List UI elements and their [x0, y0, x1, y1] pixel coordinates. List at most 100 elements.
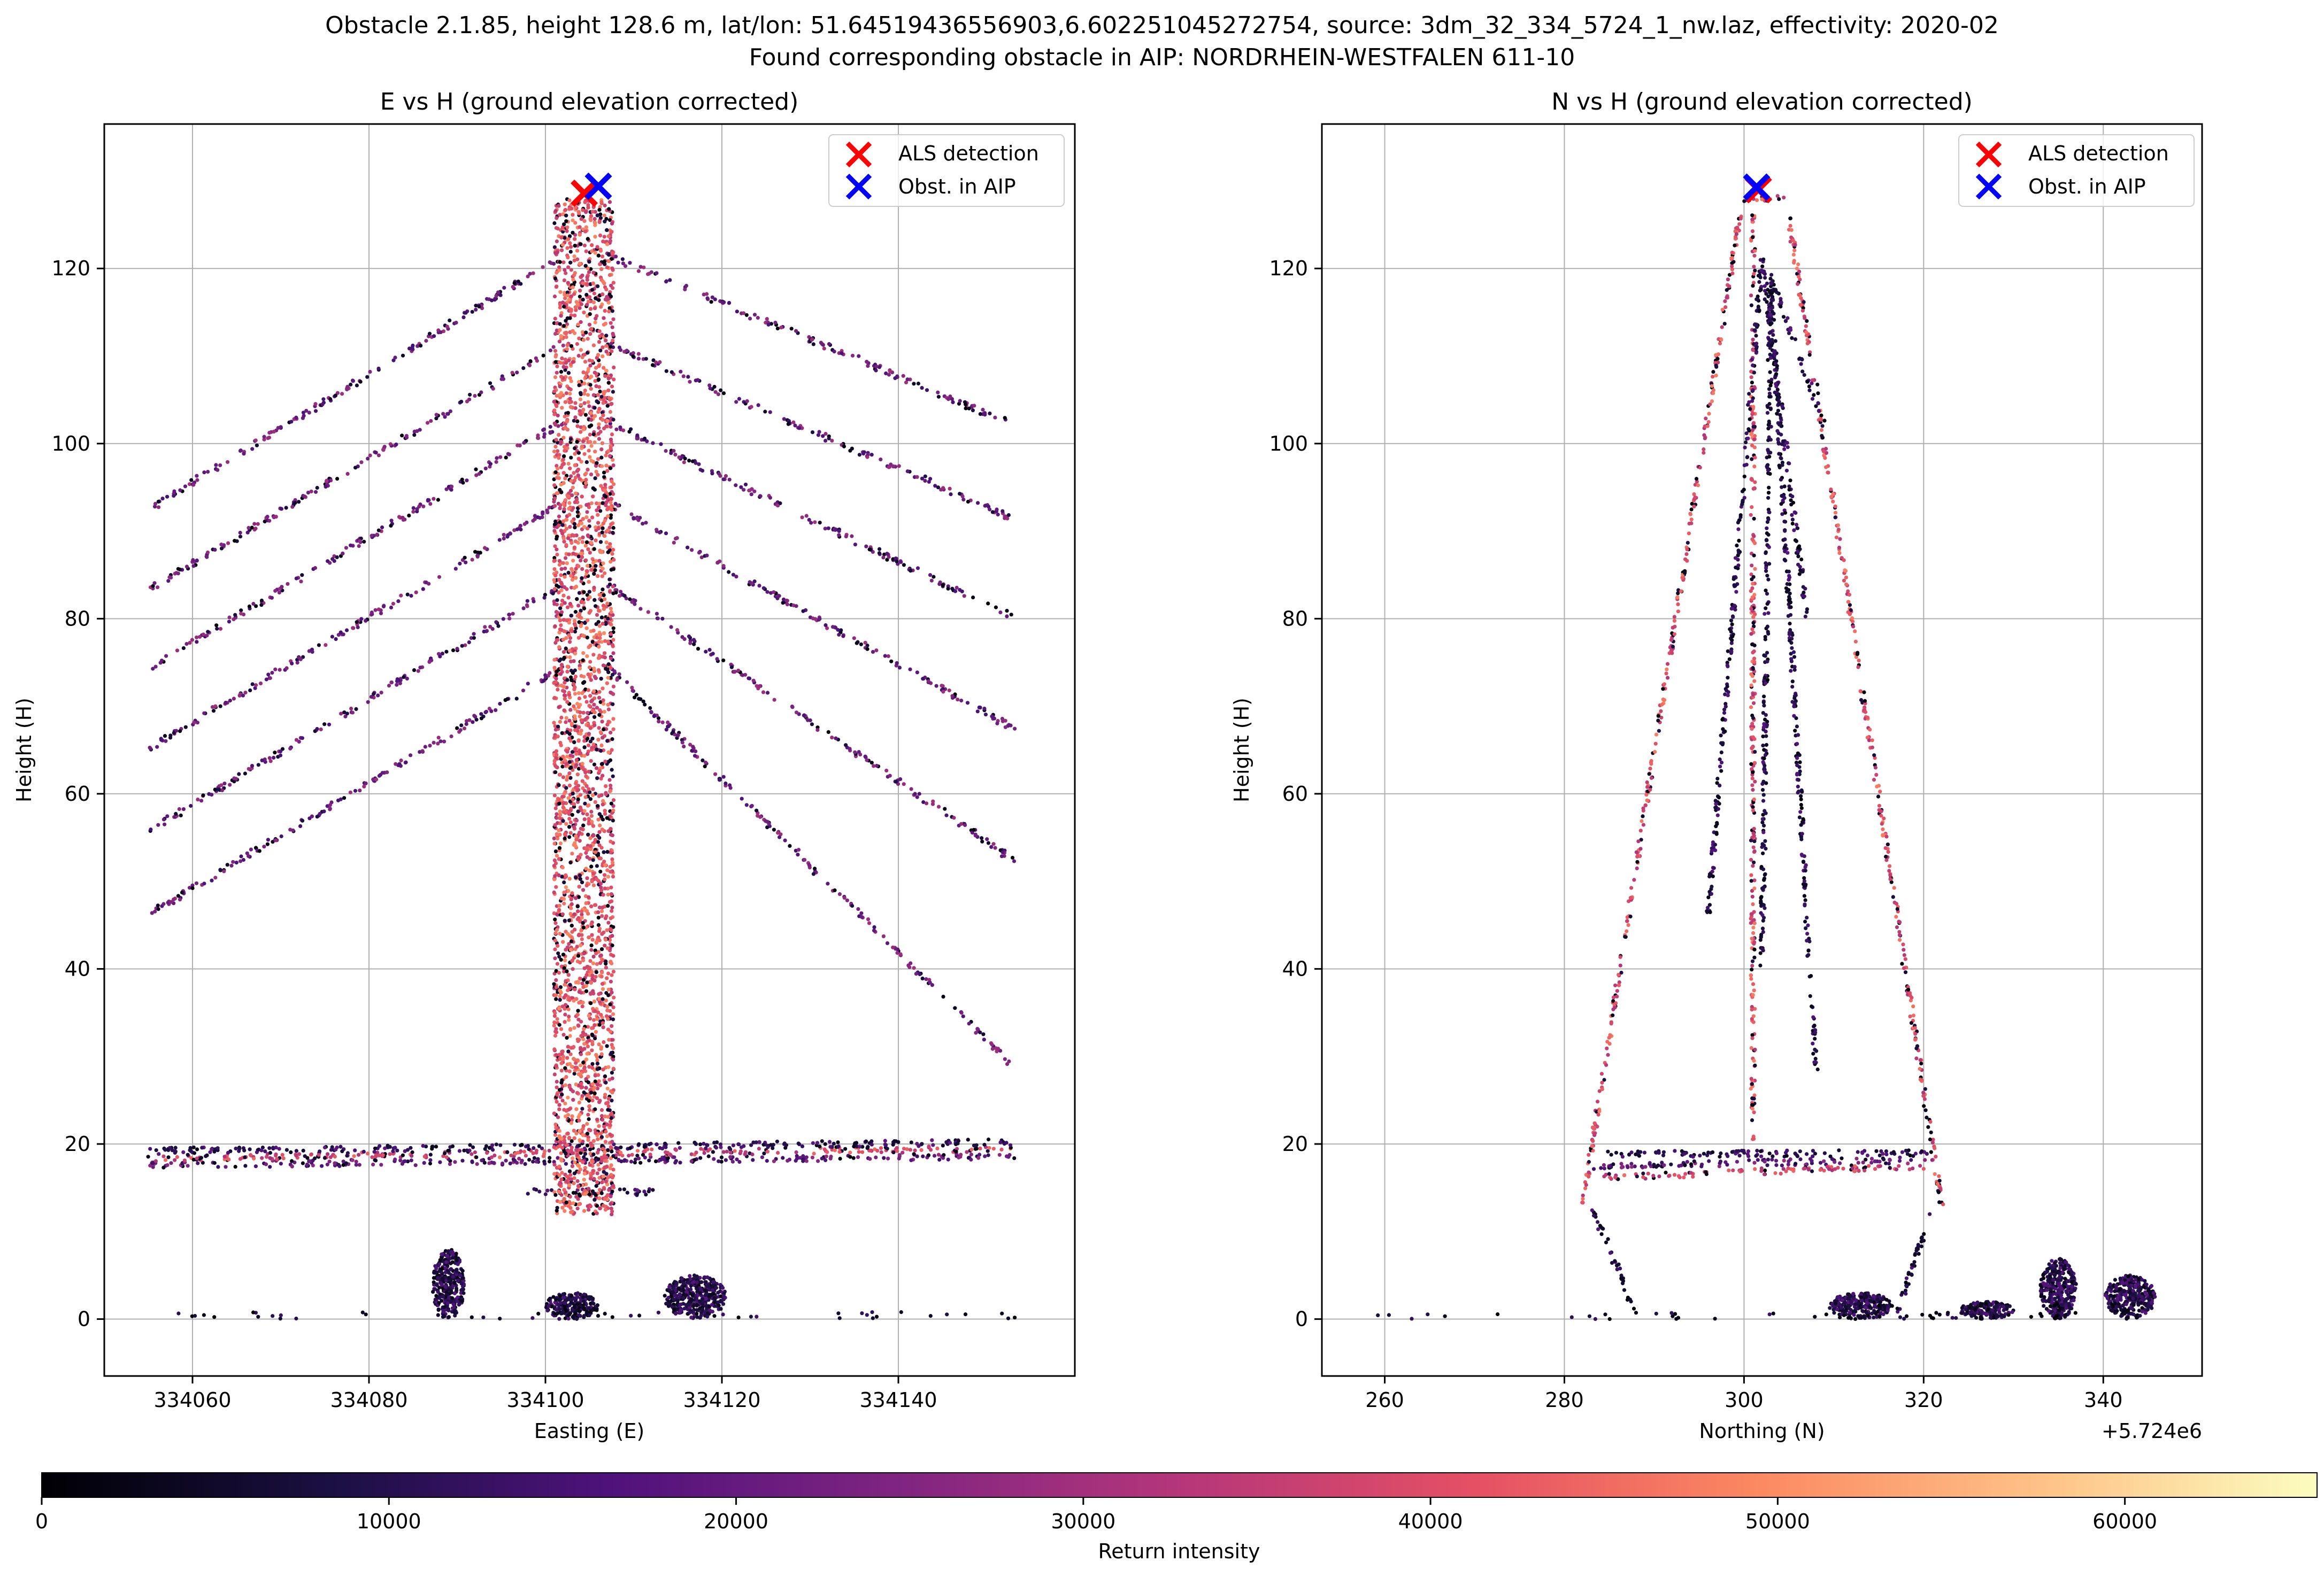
point [520, 1158, 524, 1163]
point [572, 1071, 576, 1076]
point [341, 632, 345, 637]
point [564, 1162, 568, 1166]
point [997, 1153, 1002, 1157]
point [512, 528, 517, 532]
point [765, 590, 769, 594]
point [790, 705, 795, 709]
point [853, 543, 857, 547]
point [747, 676, 751, 681]
point [735, 310, 739, 314]
point [607, 1078, 612, 1082]
point [436, 736, 441, 740]
point [555, 1017, 559, 1021]
point [776, 1150, 780, 1155]
point [793, 423, 797, 428]
point [475, 554, 480, 558]
point [632, 516, 636, 520]
point [477, 304, 481, 309]
point [859, 915, 864, 919]
point [509, 1153, 513, 1158]
point [671, 730, 675, 734]
point [921, 800, 926, 805]
point [315, 815, 319, 819]
point [490, 298, 494, 303]
point [893, 376, 897, 381]
point [664, 1145, 668, 1149]
point [580, 1107, 584, 1111]
point [192, 721, 196, 725]
point [768, 496, 772, 500]
point [871, 650, 875, 654]
point [884, 371, 888, 376]
point [555, 812, 559, 816]
point [222, 1155, 227, 1159]
point [919, 1148, 924, 1152]
point [571, 967, 575, 971]
point [528, 359, 533, 364]
point [510, 370, 514, 375]
point [243, 1155, 247, 1159]
point [680, 455, 684, 459]
point [866, 364, 870, 368]
point [465, 478, 469, 483]
point [704, 1146, 708, 1150]
point [844, 743, 848, 747]
point [823, 1142, 827, 1146]
point [168, 733, 173, 738]
point [610, 1189, 614, 1194]
point [468, 392, 472, 397]
point [734, 575, 738, 579]
point [552, 836, 556, 840]
point [855, 641, 859, 645]
point [164, 739, 168, 743]
point [628, 261, 632, 265]
point [894, 556, 898, 561]
point [716, 392, 720, 397]
point [942, 1153, 946, 1157]
point [891, 1142, 895, 1147]
point [460, 644, 464, 648]
point [290, 1159, 294, 1163]
point [553, 519, 558, 523]
point [553, 504, 557, 508]
point [705, 292, 709, 296]
point [941, 1156, 945, 1160]
point [611, 1184, 615, 1188]
point-cloud-segment [552, 202, 560, 1216]
point [429, 419, 433, 423]
point [424, 1145, 428, 1149]
point [941, 690, 945, 694]
point [971, 596, 975, 600]
point [326, 559, 330, 563]
point [779, 326, 783, 330]
point [551, 591, 555, 596]
point [553, 375, 558, 380]
point [772, 590, 776, 594]
point [738, 1149, 743, 1154]
point [527, 1157, 532, 1162]
point [552, 399, 556, 404]
point [804, 1159, 809, 1163]
point [341, 551, 345, 555]
point [644, 521, 648, 525]
point [325, 1162, 329, 1166]
point [216, 1165, 220, 1169]
point [633, 1161, 637, 1165]
point [437, 575, 442, 579]
point [405, 676, 409, 681]
point [810, 722, 814, 726]
point [205, 633, 209, 638]
point [842, 895, 847, 900]
point [941, 994, 945, 999]
point [745, 399, 749, 404]
point [824, 438, 828, 443]
point [884, 1143, 888, 1147]
point [883, 654, 887, 658]
point [611, 717, 615, 721]
point [483, 466, 488, 470]
point [967, 406, 971, 411]
point [222, 782, 227, 786]
point [496, 624, 501, 628]
point [981, 1032, 986, 1037]
point [415, 507, 419, 512]
